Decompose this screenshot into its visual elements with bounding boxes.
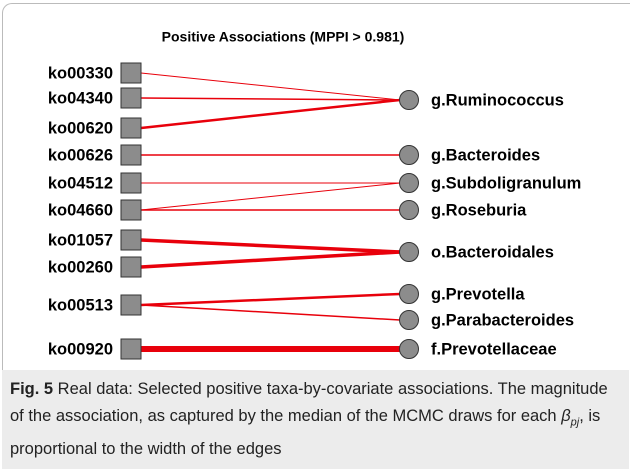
left-node-label: ko00626 <box>48 146 113 164</box>
caption: Fig. 5 Real data: Selected positive taxa… <box>2 370 629 469</box>
left-node-box <box>120 256 142 278</box>
figure-title: Positive Associations (MPPI > 0.981) <box>162 29 405 45</box>
left-node-label: ko04340 <box>48 89 113 107</box>
right-node-label: g.Parabacteroides <box>431 311 574 329</box>
right-node-circle <box>399 145 419 165</box>
right-node-label: g.Subdoligranulum <box>431 174 581 192</box>
left-node-label: ko04660 <box>48 201 113 219</box>
right-node-circle <box>399 310 419 330</box>
caption-text: , is proportional to the width of the ed… <box>10 407 601 459</box>
edge <box>140 304 401 321</box>
right-node-circle <box>399 90 419 110</box>
right-node-label: o.Bacteroidales <box>431 243 554 261</box>
right-node-circle <box>399 284 419 304</box>
left-node-box <box>120 338 142 360</box>
edge <box>140 97 401 101</box>
left-node-label: ko00620 <box>48 119 113 137</box>
right-node-circle <box>399 200 419 220</box>
figure: Positive Associations (MPPI > 0.981) ko0… <box>48 29 581 360</box>
edge <box>140 238 401 254</box>
left-node-box <box>120 144 142 166</box>
left-node-box <box>120 294 142 316</box>
left-nodes: ko00330 ko04340 ko00620 ko00626 ko04512 ko046… <box>48 62 142 360</box>
right-node-label: g.Bacteroides <box>431 146 540 164</box>
left-node-box <box>120 62 142 84</box>
left-node-box <box>120 199 142 221</box>
figure-frame <box>2 3 630 462</box>
caption-symbol: β <box>561 407 571 425</box>
left-node-box <box>120 172 142 194</box>
right-node-circle <box>399 339 419 359</box>
right-node-label: g.Prevotella <box>431 285 525 303</box>
right-nodes: g.Ruminococcus g.Bacteroides g.Subdoligran… <box>399 90 581 359</box>
caption-label: Fig. 5 <box>10 380 54 398</box>
edge <box>140 250 401 269</box>
left-node-label: ko01057 <box>48 231 113 249</box>
left-node-label: ko00260 <box>48 258 113 276</box>
right-node-circle <box>399 173 419 193</box>
left-node-box <box>120 87 142 109</box>
left-node-label: ko00330 <box>48 64 113 82</box>
left-node-box <box>120 229 142 251</box>
edge <box>140 98 401 130</box>
edge <box>140 292 401 307</box>
left-node-box <box>120 117 142 139</box>
edge <box>140 72 401 101</box>
edge <box>140 182 401 211</box>
right-node-label: g.Ruminococcus <box>431 91 564 109</box>
right-node-circle <box>399 242 419 262</box>
left-node-label: ko04512 <box>48 174 113 192</box>
right-node-label: g.Roseburia <box>431 201 527 219</box>
caption-text: Real data: Selected positive taxa-by-cov… <box>10 380 608 425</box>
caption-subscript: pj <box>570 416 580 429</box>
left-node-label: ko00513 <box>48 296 113 314</box>
right-node-label: f.Prevotellaceae <box>431 340 557 358</box>
left-node-label: ko00920 <box>48 340 113 358</box>
edges <box>140 72 401 352</box>
